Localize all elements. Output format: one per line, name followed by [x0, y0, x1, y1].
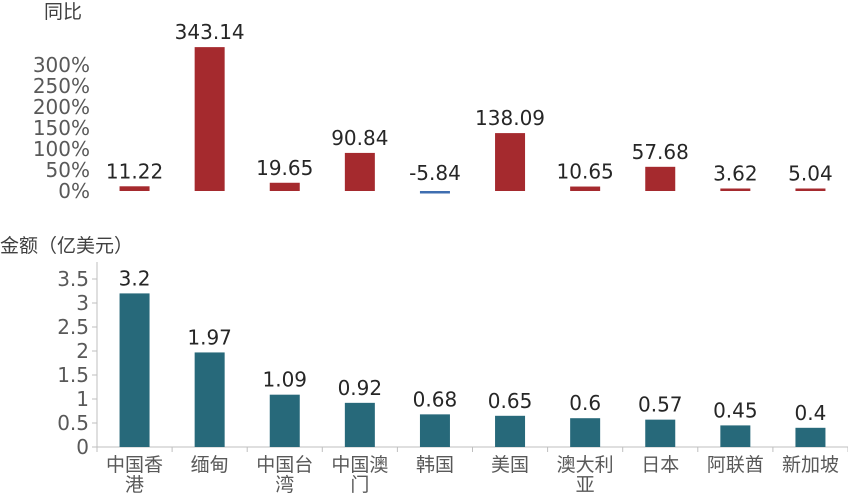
- bottom-bar: [344, 402, 375, 447]
- bottom-bar-value-label: 1.97: [187, 325, 232, 349]
- x-category-label: 澳大利亚: [557, 454, 614, 493]
- x-category-label: 日本: [641, 454, 679, 476]
- top-bar: [570, 186, 601, 191]
- x-category-label: 中国台湾: [256, 454, 313, 493]
- top-bar-value-label: -5.84: [409, 161, 461, 185]
- top-bar-value-label: 343.14: [175, 20, 245, 44]
- top-bar-value-label: 90.84: [331, 126, 388, 150]
- bottom-bar: [645, 419, 676, 447]
- x-category-label: 中国澳门: [331, 454, 388, 493]
- bottom-bar-value-label: 0.68: [413, 387, 458, 411]
- bottom-y-tick-label: 2.5: [57, 315, 89, 339]
- top-y-tick-label: 250%: [33, 74, 90, 98]
- top-bar: [495, 133, 526, 191]
- top-y-tick-label: 150%: [33, 116, 90, 140]
- bottom-y-tick-label: 0: [76, 435, 89, 459]
- top-bar-value-label: 11.22: [106, 159, 163, 183]
- bottom-bar-value-label: 0.65: [488, 389, 533, 413]
- bottom-bar: [720, 425, 751, 447]
- bottom-bar: [119, 293, 150, 447]
- bottom-y-tick-label: 3.5: [57, 267, 89, 291]
- bottom-chart-ylabel: 金额（亿美元）: [0, 235, 133, 257]
- bottom-y-tick-label: 1.5: [57, 363, 89, 387]
- x-category-label: 新加坡: [782, 454, 839, 476]
- bottom-bar-value-label: 1.09: [262, 368, 307, 392]
- bottom-bar: [194, 352, 225, 447]
- top-bar-value-label: 138.09: [475, 106, 545, 130]
- top-bar: [795, 188, 826, 191]
- top-bar-value-label: 57.68: [632, 140, 689, 164]
- top-y-tick-label: 200%: [33, 95, 90, 119]
- bottom-bar-value-label: 0.45: [713, 398, 758, 422]
- top-y-tick-label: 300%: [33, 53, 90, 77]
- top-y-tick-label: 100%: [33, 137, 90, 161]
- top-bar: [344, 152, 375, 191]
- bottom-bar-value-label: 0.6: [569, 391, 601, 415]
- top-y-tick-label: 50%: [46, 158, 90, 182]
- top-bar: [720, 188, 751, 191]
- x-category-label: 韩国: [416, 454, 454, 476]
- top-bar-value-label: 19.65: [256, 156, 313, 180]
- bottom-bar-value-label: 3.2: [119, 266, 151, 290]
- bottom-y-tick-label: 1: [76, 387, 89, 411]
- bottom-bar: [269, 394, 300, 447]
- x-category-label: 美国: [491, 454, 529, 476]
- bottom-bar: [795, 427, 826, 447]
- top-bar: [119, 186, 150, 191]
- top-bar-value-label: 5.04: [788, 162, 833, 186]
- x-category-label: 阿联酋: [707, 454, 764, 476]
- top-y-tick-label: 0%: [58, 179, 90, 203]
- bottom-bar-value-label: 0.92: [338, 376, 383, 400]
- bottom-bar-value-label: 0.57: [638, 393, 683, 417]
- top-bar-value-label: 3.62: [713, 162, 758, 186]
- top-chart-ylabel: 同比: [44, 1, 82, 23]
- bottom-bar: [570, 418, 601, 447]
- bottom-y-tick-label: 2: [76, 339, 89, 363]
- top-bar: [645, 166, 676, 191]
- top-bar: [269, 182, 300, 191]
- top-bar: [419, 191, 450, 194]
- top-bar-value-label: 10.65: [557, 160, 614, 184]
- x-category-label: 缅甸: [191, 454, 229, 476]
- bottom-y-tick-label: 0.5: [57, 411, 89, 435]
- bottom-y-tick-label: 3: [76, 291, 89, 315]
- bottom-bar: [495, 415, 526, 447]
- top-bar: [194, 47, 225, 191]
- x-category-label: 中国香港: [106, 454, 163, 493]
- bottom-bar-value-label: 0.4: [795, 401, 827, 425]
- bottom-bar: [419, 414, 450, 447]
